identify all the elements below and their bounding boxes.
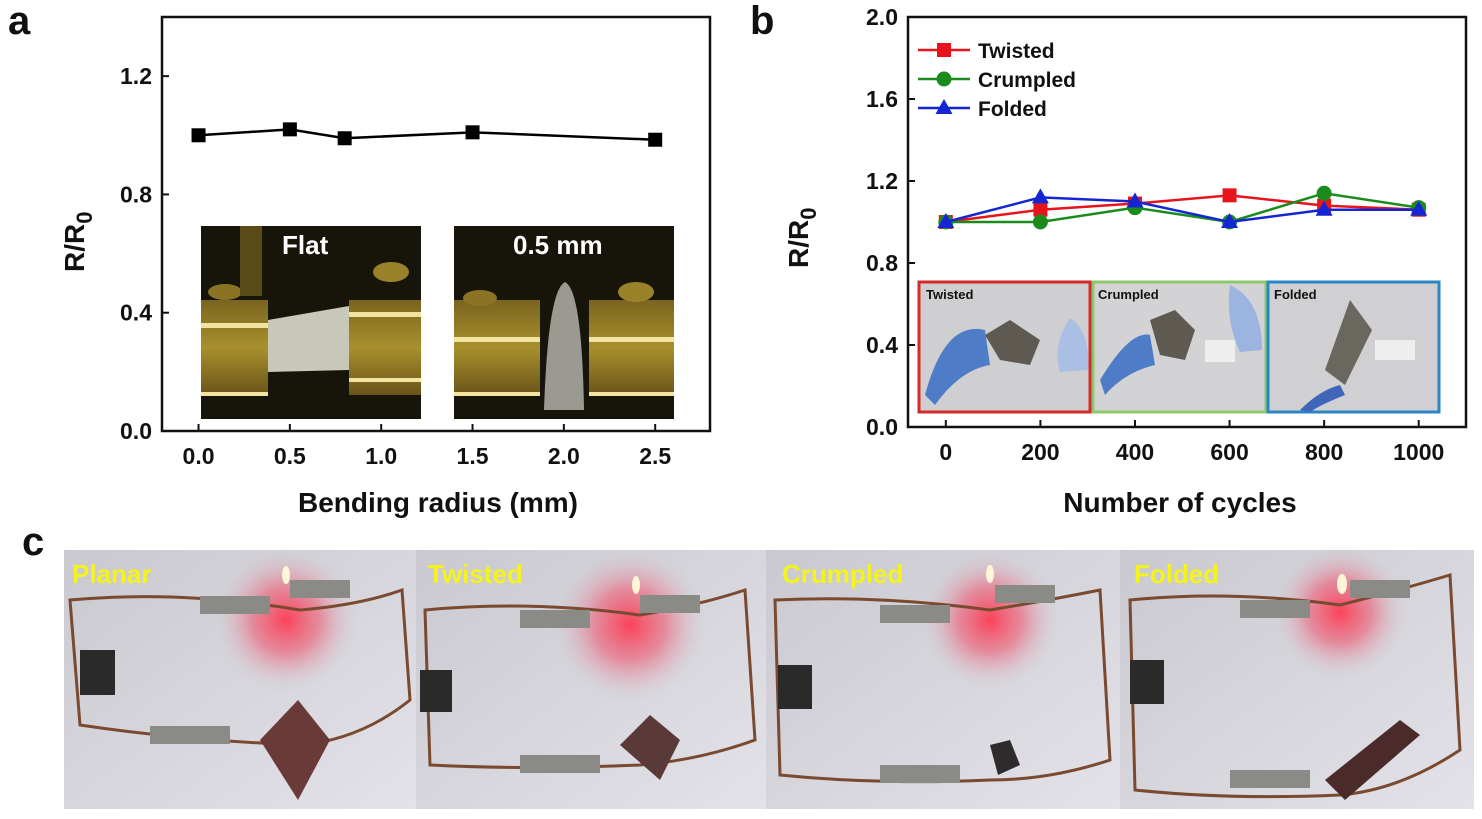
y-ticks-b: 0.0 0.4 0.8 1.2 1.6 2.0 [866,4,915,440]
inset-photo-bent: 0.5 mm [454,226,674,419]
data-point-b-2 [1410,200,1428,216]
y-tick-label: 0.0 [120,418,152,444]
series-line-b-2 [945,196,1419,224]
legend-label: Crumpled [978,69,1076,92]
x-tick-label: 0 [939,439,952,465]
inset-photo-folded: Folded [1266,280,1441,414]
y-axis-title-a: R/R0 [59,212,97,272]
x-tick-label: 1.0 [365,443,397,469]
photo-crumpled: Crumpled [766,548,1120,809]
photo-label-planar: Planar [72,559,152,589]
x-axis-title-a: Bending radius (mm) [298,487,578,518]
inset-photo-flat: Flat [201,226,421,419]
data-point-b-2 [937,213,955,228]
y-tick-label: 1.2 [866,168,898,194]
photo-planar: Planar [64,545,416,809]
x-tick-label: 200 [1021,439,1059,465]
y-tick-label: 1.2 [120,63,152,89]
x-tick-label: 0.5 [274,443,306,469]
plot-frame-a [160,15,712,433]
photo-label-twisted: Twisted [428,559,523,589]
x-tick-label: 400 [1116,439,1154,465]
chart-a: Flat 0.5 mm 0.0 0.4 0.8 1.2 0.0 0.5 1.0 1.5 2.0… [59,15,712,518]
inset-photo-twisted: Twisted [917,280,1092,414]
y-axis-title-b-sub: 0 [796,208,821,220]
data-point-a-0 [648,132,663,147]
y-tick-label: 0.8 [866,250,898,276]
inset-label-crumpled: Crumpled [1098,287,1159,302]
photo-label-crumpled: Crumpled [782,559,903,589]
plot-frame-b [906,15,1468,429]
x-ticks-b: 0 200 400 600 800 1000 [939,420,1444,465]
y-tick-label: 0.4 [866,332,898,358]
legend-label: Twisted [978,40,1055,63]
y-tick-label: 0.0 [866,414,898,440]
legend-marker [935,99,953,114]
y-ticks-a: 0.0 0.4 0.8 1.2 [120,63,169,444]
series-a [191,122,663,147]
panel-letter-b: b [750,0,774,43]
data-point-a-0 [191,128,206,143]
data-point-b-0 [1222,188,1237,203]
data-point-b-2 [1126,192,1144,208]
y-axis-title-b-main: R/R [783,220,814,268]
data-point-b-0 [1033,202,1048,217]
chart-b: Twisted Crumpled Folded 0.0 0.4 0.8 1.2 1.6 2… [783,4,1468,518]
data-point-b-2 [1031,188,1049,204]
data-point-a-0 [337,131,352,146]
data-point-a-0 [465,125,480,140]
x-tick-label: 2.5 [639,443,671,469]
legend-marker [937,43,951,57]
data-point-b-1 [1032,214,1048,230]
photo-label-folded: Folded [1134,559,1219,589]
y-axis-title-b: R/R0 [783,208,821,268]
y-tick-label: 0.4 [120,300,152,326]
y-tick-label: 1.6 [866,86,898,112]
inset-photo-crumpled: Crumpled [1091,280,1268,414]
series-b [937,185,1428,230]
x-tick-label: 0.0 [183,443,215,469]
inset-label-folded: Folded [1274,287,1317,302]
legend-marker [936,71,952,87]
x-tick-label: 800 [1305,439,1343,465]
data-point-a-0 [282,122,297,137]
series-line-b-0 [945,194,1419,224]
inset-label-flat: Flat [282,230,329,260]
legend-b: Twisted Crumpled Folded [918,40,1076,121]
x-tick-label: 1000 [1393,439,1444,465]
photo-folded: Folded [1120,542,1474,809]
svg-text:R/R0: R/R0 [59,212,97,272]
x-tick-label: 1.5 [457,443,489,469]
series-line-a-0 [198,128,656,141]
panel-letter-a: a [8,0,31,43]
x-axis-title-b: Number of cycles [1063,487,1296,518]
y-tick-label: 2.0 [866,4,898,30]
y-axis-title-a-sub: 0 [72,212,97,224]
data-point-b-2 [1315,200,1333,216]
x-ticks-a: 0.0 0.5 1.0 1.5 2.0 2.5 [183,424,671,469]
y-tick-label: 0.8 [120,181,152,207]
x-tick-label: 2.0 [548,443,580,469]
photo-strip-c: Planar Twisted Crumpled [64,542,1474,809]
series-line-b-1 [945,192,1419,224]
data-point-b-1 [1316,185,1332,201]
legend-label: Folded [978,98,1047,121]
data-point-b-2 [1221,213,1239,228]
svg-text:R/R0: R/R0 [783,208,821,268]
y-axis-title-a-main: R/R [59,224,90,272]
inset-label-bent: 0.5 mm [513,230,603,260]
x-tick-label: 600 [1210,439,1248,465]
inset-label-twisted: Twisted [926,287,973,302]
photo-twisted: Twisted [416,545,766,809]
panel-letter-c: c [22,520,44,564]
